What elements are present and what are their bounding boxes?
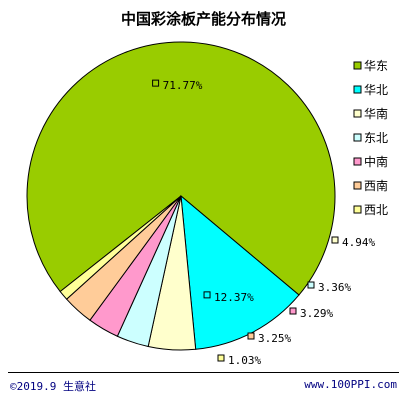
data-label: 4.94% bbox=[342, 236, 375, 249]
legend-swatch bbox=[353, 61, 362, 70]
footer-website: www.100PPI.com bbox=[304, 378, 397, 391]
data-label-marker bbox=[203, 291, 211, 299]
data-label-marker bbox=[307, 281, 315, 289]
pie-slice-西北 bbox=[59, 195, 182, 300]
data-label-marker bbox=[331, 236, 339, 244]
legend-label: 华东 bbox=[364, 59, 388, 73]
pie-slice-华东 bbox=[26, 41, 336, 296]
legend-swatch bbox=[353, 85, 362, 94]
data-label-marker bbox=[152, 79, 160, 87]
pie-slice-华北 bbox=[180, 194, 300, 350]
legend-swatch bbox=[353, 157, 362, 166]
data-label: 3.25% bbox=[258, 332, 291, 345]
legend-swatch bbox=[353, 181, 362, 190]
data-label: 1.03% bbox=[228, 354, 261, 367]
chart-title: 中国彩涂板产能分布情况 bbox=[120, 10, 286, 28]
data-label: 12.37% bbox=[214, 291, 254, 304]
footer-copyright: ©2019.9 生意社 bbox=[10, 380, 96, 393]
legend-label: 华北 bbox=[364, 83, 388, 97]
legend-label: 西南 bbox=[364, 178, 388, 193]
legend-swatch bbox=[353, 205, 362, 214]
footer-separator bbox=[8, 372, 399, 373]
legend-label: 东北 bbox=[364, 131, 388, 145]
legend-label: 华南 bbox=[364, 106, 388, 121]
legend-label: 中南 bbox=[364, 154, 388, 169]
data-label-marker bbox=[289, 307, 297, 315]
data-label: 3.36% bbox=[318, 281, 351, 294]
legend-swatch bbox=[353, 133, 362, 142]
data-label: 71.77% bbox=[163, 79, 203, 92]
data-label: 3.29% bbox=[300, 307, 333, 320]
legend-swatch bbox=[353, 109, 362, 118]
data-label-marker bbox=[247, 332, 255, 340]
legend-label: 西北 bbox=[364, 203, 388, 217]
data-label-marker bbox=[217, 354, 225, 362]
